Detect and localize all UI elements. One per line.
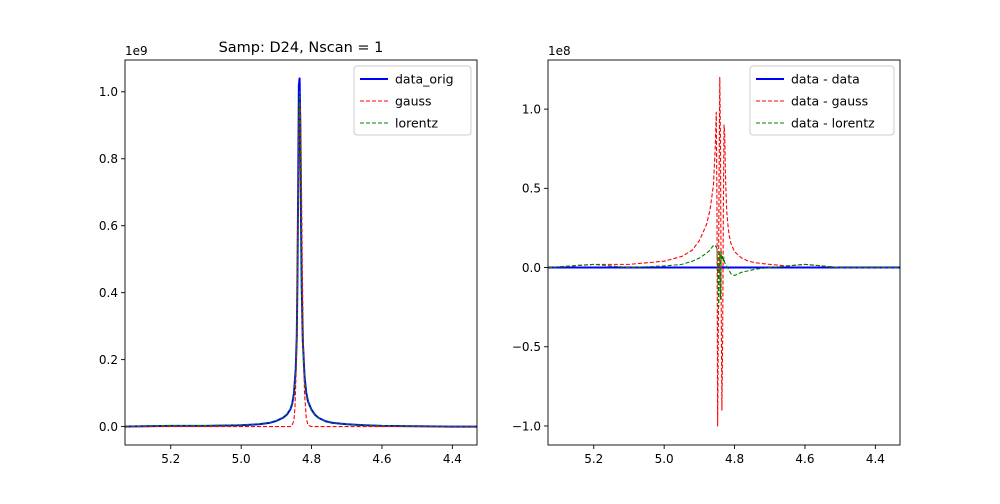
left-chart-series-group bbox=[125, 77, 477, 428]
left-x-tick-label: 4.4 bbox=[443, 452, 462, 466]
left-x-tick-label: 5.2 bbox=[161, 452, 180, 466]
right-series-data-gauss-line bbox=[548, 76, 900, 427]
left-chart-frame bbox=[124, 59, 478, 446]
right-legend-label: data - gauss bbox=[791, 94, 868, 109]
right-legend-box bbox=[749, 65, 895, 136]
right-y-tick-label: −1.0 bbox=[512, 419, 541, 433]
right-chart-legend: data - data data - gauss data - lorentz bbox=[749, 65, 895, 136]
left-chart-panel: Samp: D24, Nscan = 1 1e9 5.2 5.0 4.8 4.6 4.4… bbox=[99, 40, 478, 466]
left-y-tick-label: 0.2 bbox=[99, 353, 118, 367]
left-x-tick-label: 4.6 bbox=[372, 452, 391, 466]
left-legend-label: data_orig bbox=[395, 72, 454, 87]
right-chart-y-offset: 1e8 bbox=[548, 44, 571, 58]
right-x-tick-label: 5.0 bbox=[655, 452, 674, 466]
right-chart-frame bbox=[547, 59, 901, 446]
right-y-tick-label: 0.0 bbox=[522, 261, 541, 275]
right-legend-label: data - lorentz bbox=[791, 116, 875, 131]
right-y-tick-label: 0.5 bbox=[522, 182, 541, 196]
left-chart-y-offset: 1e9 bbox=[125, 44, 148, 58]
right-chart-series-group bbox=[548, 76, 900, 427]
left-legend-label: lorentz bbox=[395, 116, 438, 131]
right-x-tick-label: 4.6 bbox=[795, 452, 814, 466]
left-y-tick-label: 0.6 bbox=[99, 219, 118, 233]
left-chart-title: Samp: D24, Nscan = 1 bbox=[219, 40, 384, 56]
right-chart-panel: 1e8 5.2 5.0 4.8 4.6 4.4 −1.0 −0.5 0.0 0.5 1.0 data… bbox=[512, 44, 901, 466]
left-x-tick-label: 4.8 bbox=[302, 452, 321, 466]
left-legend-box bbox=[353, 65, 472, 136]
right-y-tick-label: 1.0 bbox=[522, 102, 541, 116]
left-series-gauss-line bbox=[125, 101, 477, 428]
left-x-tick-label: 5.0 bbox=[232, 452, 251, 466]
right-x-tick-label: 5.2 bbox=[584, 452, 603, 466]
right-x-tick-label: 4.4 bbox=[866, 452, 885, 466]
left-series-lorentz-line bbox=[125, 91, 477, 427]
right-y-tick-label: −0.5 bbox=[512, 340, 541, 354]
left-y-tick-label: 1.0 bbox=[99, 85, 118, 99]
right-legend-label: data - data bbox=[791, 72, 860, 87]
left-legend-label: gauss bbox=[395, 94, 432, 109]
left-y-tick-label: 0.4 bbox=[99, 286, 118, 300]
right-series-data-lorentz-line bbox=[548, 244, 900, 308]
left-y-tick-label: 0.8 bbox=[99, 152, 118, 166]
right-x-tick-label: 4.8 bbox=[725, 452, 744, 466]
left-y-tick-label: 0.0 bbox=[99, 420, 118, 434]
